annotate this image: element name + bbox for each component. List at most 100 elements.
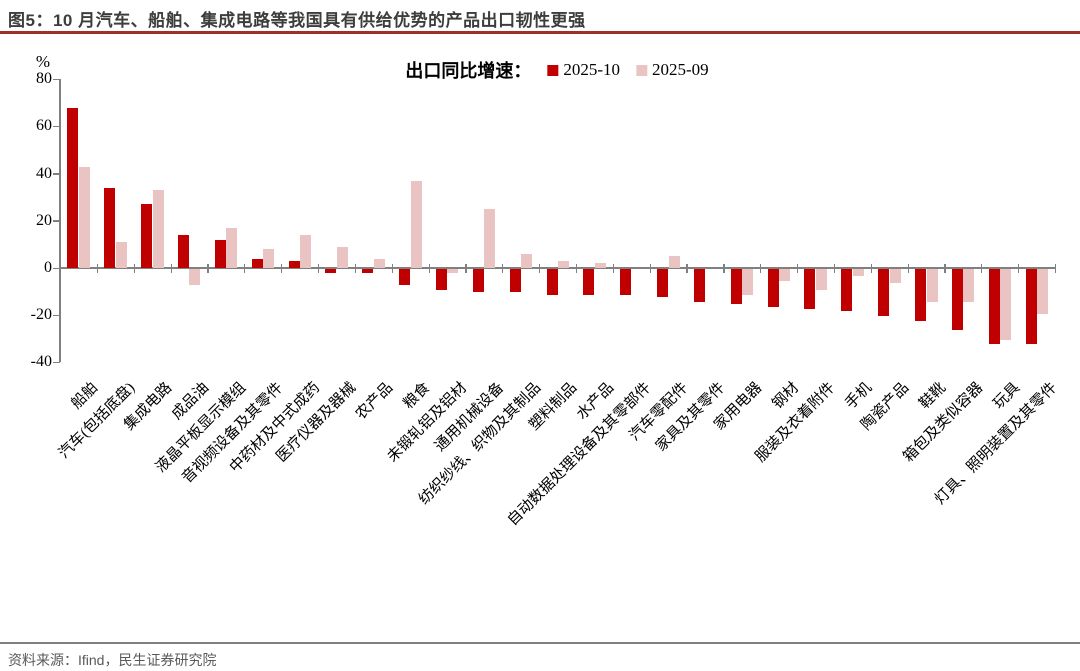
x-axis-tick [317,264,320,273]
bar-2025-10 [141,204,153,268]
x-axis-tick [281,264,283,273]
bar-2025-09 [263,249,275,268]
x-axis-tick [686,264,688,273]
bar-2025-10 [693,268,705,302]
x-axis-tick [1055,264,1057,273]
y-tick-label: 40 [36,164,52,182]
x-axis-tick [649,264,651,273]
bar-2025-09 [889,268,901,283]
legend-swatch-icon [547,64,559,76]
bar-2025-09 [1037,268,1049,314]
bar-2025-10 [509,268,521,293]
legend-label: 2025-10 [563,60,620,79]
bar-2025-09 [336,246,348,268]
bar-2025-09 [521,253,533,268]
bar-2025-10 [988,268,1000,345]
bar-2025-10 [177,234,189,268]
legend-label: 2025-09 [652,60,709,79]
y-axis-tick [53,78,60,81]
x-axis-tick [428,264,430,273]
bar-2025-10 [435,268,447,290]
y-tick-label: 60 [36,117,52,135]
footer-divider [0,642,1080,644]
legend-swatch-icon [636,64,647,76]
bar-2025-09 [594,263,606,268]
bar-2025-09 [226,227,238,268]
x-axis-tick [797,264,799,273]
bar-2025-09 [815,268,827,290]
x-axis-tick [760,264,762,273]
bar-2025-10 [399,268,411,286]
x-category-label: 农产品 [353,379,397,423]
y-tick-label: 0 [44,259,52,276]
title-underline [0,31,1080,34]
x-axis-tick [60,264,62,273]
bar-2025-10 [546,268,558,295]
bar-2025-09 [926,268,938,302]
y-axis-tick [53,314,60,317]
bar-2025-10 [730,268,742,305]
bar-2025-09 [742,268,754,295]
bar-2025-09 [447,268,459,274]
x-axis-tick [539,264,541,273]
y-tick-label: -20 [30,306,52,324]
x-axis-tick [1018,264,1020,273]
bar-2025-09 [189,268,201,286]
bar-2025-10 [325,268,337,274]
bar-2025-09 [152,190,164,268]
x-axis-tick [907,264,909,273]
x-axis-tick [833,264,836,273]
bar-2025-09 [484,209,496,268]
x-axis-tick [502,264,504,273]
x-axis-tick [96,264,99,273]
x-axis-tick [207,264,209,273]
x-axis-tick [465,264,467,273]
y-axis-tick [53,361,60,364]
legend-title: 出口同比增速： [405,61,532,81]
x-axis-tick [354,264,356,273]
source-note: 资料来源：Ifind，民生证券研究院 [8,652,217,668]
y-tick-label: 80 [36,70,52,88]
x-axis-tick [870,264,872,273]
y-axis-tick [53,267,60,269]
bar-2025-10 [251,258,263,268]
bar-2025-10 [214,239,226,268]
bar-2025-09 [78,166,90,268]
bar-2025-09 [1000,268,1012,340]
x-axis-tick [981,264,983,273]
bar-2025-10 [472,268,484,293]
bar-2025-09 [668,256,680,268]
bar-2025-10 [767,268,779,307]
bar-2025-10 [951,268,963,331]
bar-2025-10 [104,187,116,268]
y-axis-tick [53,220,60,222]
y-tick-label: -40 [30,353,52,371]
y-axis-tick [53,173,60,175]
bar-2025-09 [852,268,864,276]
bar-2025-09 [558,260,569,268]
bar-2025-10 [67,107,79,268]
bar-2025-09 [963,268,975,302]
bar-2025-10 [804,268,816,309]
bar-2025-10 [878,268,890,316]
bar-2025-10 [620,268,632,295]
bar-2025-10 [657,268,669,298]
x-axis-tick [133,264,135,273]
bar-2025-10 [583,268,595,295]
bar-2025-10 [288,260,300,268]
y-axis-unit-label: % [35,52,50,71]
bar-2025-10 [1025,268,1037,345]
bar-2025-09 [115,242,127,268]
x-axis-tick [391,264,393,273]
bar-2025-09 [373,258,385,268]
bar-2025-09 [410,180,422,268]
x-axis-tick [612,264,614,273]
y-tick-label: 20 [36,211,52,229]
x-axis-tick [244,264,246,273]
legend-item-2025-10: 2025-10 [547,60,620,80]
x-axis-tick [944,264,946,273]
legend-item-2025-09: 2025-09 [636,60,709,80]
x-axis-line [59,267,1055,269]
